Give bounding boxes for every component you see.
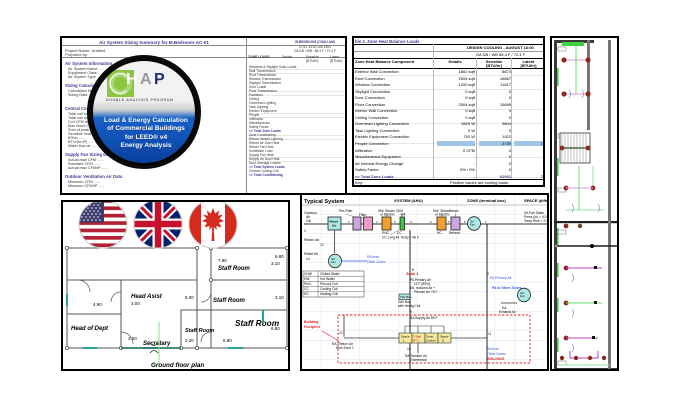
svg-text:3.00: 3.00 <box>131 301 140 306</box>
svg-text:b: b <box>430 220 432 224</box>
svg-text:CC: CC <box>397 231 402 235</box>
svg-text:Reheat: Reheat <box>449 231 460 235</box>
svg-text:HW: HW <box>304 277 310 281</box>
svg-text:Footprint: Footprint <box>304 325 321 329</box>
svg-text:PA to Other Zones: PA to Other Zones <box>492 286 521 290</box>
svg-text:7.90: 7.90 <box>218 258 227 263</box>
svg-text:2: 2 <box>487 272 489 276</box>
svg-text:SYSTEM (AHU): SYSTEM (AHU) <box>394 198 424 203</box>
svg-text:Filter: Filter <box>359 213 367 217</box>
svg-text:11: 11 <box>488 332 492 336</box>
svg-text:Staff Room: Staff Room <box>185 328 214 334</box>
svg-text:Recirc Air: Recirc Air <box>304 238 320 242</box>
svg-text:3.10: 3.10 <box>271 261 280 266</box>
svg-text:OA: OA <box>306 219 312 223</box>
svg-text:Fan: Fan <box>520 294 525 298</box>
svg-text:3: 3 <box>376 220 378 224</box>
svg-text:2: 2 <box>348 220 350 224</box>
svg-text:7: 7 <box>485 220 487 224</box>
svg-text:Head of Dept: Head of Dept <box>71 326 109 332</box>
svg-text:CC Lvng Air Temp = 48 F: CC Lvng Air Temp = 48 F <box>382 236 419 240</box>
svg-text:PHC: PHC <box>382 231 390 235</box>
svg-text:9: 9 <box>410 310 412 314</box>
svg-text:6.80: 6.80 <box>223 338 232 343</box>
svg-text:12: 12 <box>339 331 343 335</box>
svg-text:RT 1: RT 1 <box>413 339 420 343</box>
svg-text:CHW: CHW <box>304 272 313 276</box>
svg-text:5.00: 5.00 <box>185 295 194 300</box>
svg-text:RA from: RA from <box>367 255 379 259</box>
svg-text:Steam: Steam <box>449 209 459 213</box>
svg-text:8: 8 <box>412 268 414 272</box>
svg-text:Head Asist: Head Asist <box>131 294 163 300</box>
svg-text:Plenum Air 78 F: Plenum Air 78 F <box>414 290 437 294</box>
svg-text:Building: Building <box>304 320 318 324</box>
svg-text:Exhaust Air: Exhaust Air <box>499 310 517 314</box>
svg-text:Chilled Water: Chilled Water <box>320 272 341 276</box>
svg-text:ZONE (terminal box): ZONE (terminal box) <box>467 198 506 203</box>
svg-text:CC: CC <box>304 287 309 291</box>
svg-text:Temp Rise = 2.0 F: Temp Rise = 2.0 F <box>524 219 549 223</box>
svg-text:from Zone 1: from Zone 1 <box>336 346 354 350</box>
svg-text:6.80: 6.80 <box>271 326 280 331</box>
svg-text:PreC: PreC <box>304 282 312 286</box>
svg-text:5: 5 <box>448 220 450 224</box>
svg-text:4: 4 <box>410 220 412 224</box>
svg-text:Heating Coil: Heating Coil <box>320 292 338 296</box>
svg-text:HC: HC <box>437 231 442 235</box>
svg-text:14: 14 <box>306 257 310 261</box>
svg-text:SA Supply Air 55 F: SA Supply Air 55 F <box>410 316 438 320</box>
svg-text:or Electric: or Electric <box>380 213 395 217</box>
svg-text:Precool Coil: Precool Coil <box>320 282 338 286</box>
svg-text:6: 6 <box>464 220 466 224</box>
svg-text:Zone 1: Zone 1 <box>406 272 418 276</box>
svg-text:4.90: 4.90 <box>93 302 102 307</box>
svg-text:with Heatg Coil: with Heatg Coil <box>398 304 420 308</box>
svg-text:SPACE (diffusers): SPACE (diffusers) <box>524 198 549 203</box>
svg-text:(Overhead): (Overhead) <box>410 358 427 362</box>
svg-text:Other Zones: Other Zones <box>487 352 506 356</box>
svg-text:10: 10 <box>407 347 411 351</box>
svg-text:PA Primary Air: PA Primary Air <box>490 276 512 280</box>
svg-text:Typical System: Typical System <box>304 199 344 205</box>
svg-text:3.10: 3.10 <box>275 295 284 300</box>
svg-text:b: b <box>394 220 396 224</box>
svg-text:Ground floor plan: Ground floor plan <box>151 362 204 369</box>
svg-text:HC: HC <box>304 292 309 296</box>
svg-text:3.20: 3.20 <box>185 338 194 343</box>
svg-text:Staff Room: Staff Room <box>213 298 246 304</box>
svg-text:Fan: Fan <box>331 260 336 264</box>
svg-text:1: 1 <box>304 229 306 233</box>
svg-text:Control: Control <box>426 339 436 343</box>
svg-text:Fan: Fan <box>470 223 475 227</box>
svg-text:N: N <box>442 339 444 343</box>
svg-text:VAV Box: VAV Box <box>400 295 412 299</box>
svg-text:Relief Air: Relief Air <box>304 252 319 256</box>
svg-text:Staff Room: Staff Room <box>218 266 251 272</box>
svg-text:Hot Water: Hot Water <box>320 277 336 281</box>
svg-text:Other Zones: Other Zones <box>367 260 386 264</box>
svg-text:SA from: SA from <box>487 347 499 351</box>
svg-text:Pre-Filter: Pre-Filter <box>339 209 353 213</box>
svg-text:Cooling Coil: Cooling Coil <box>320 287 338 291</box>
svg-text:12: 12 <box>320 243 324 247</box>
svg-text:6.80: 6.80 <box>275 254 284 259</box>
svg-text:or Electric: or Electric <box>435 213 450 217</box>
svg-text:BUILDING: BUILDING <box>487 357 505 361</box>
svg-text:Wtr: Wtr <box>401 213 407 217</box>
